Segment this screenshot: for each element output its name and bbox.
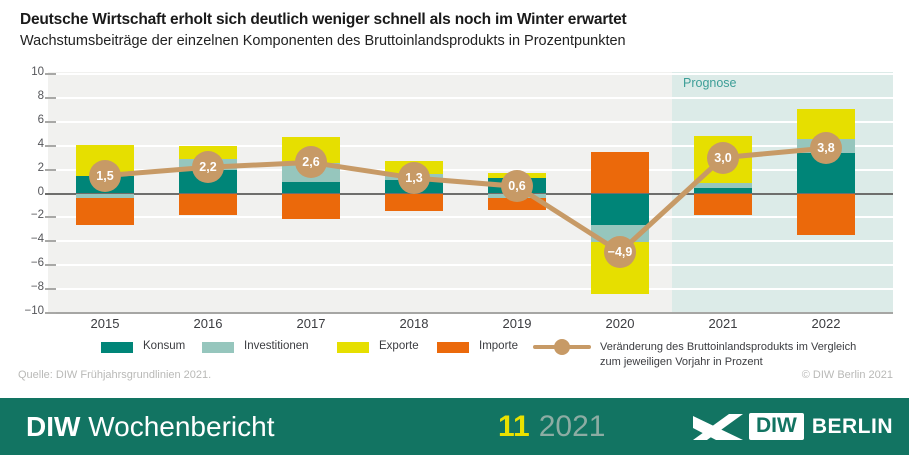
ytick--10: [45, 312, 56, 314]
ytick-label-8: 8: [37, 89, 44, 102]
gdp-marker-2022: 3,8: [810, 132, 842, 165]
ytick-label-6: 6: [37, 113, 44, 126]
bar-investitionen-2021: [694, 182, 752, 188]
xtick-label-2020: 2020: [605, 316, 635, 331]
gridline-8: [48, 96, 893, 99]
xtick-label-2018: 2018: [399, 316, 429, 331]
legend-label-importe: Importe: [479, 340, 518, 352]
legend-line-note-line2: zum jeweiligen Vorjahr in Prozent: [600, 356, 763, 368]
source-note: Quelle: DIW Frühjahrsgrundlinien 2021.: [18, 369, 212, 381]
bar-importe-2016: [179, 193, 237, 215]
legend-swatch-exporte: [337, 342, 369, 353]
ytick-label--2: −2: [30, 209, 44, 222]
diw-logo-text: DIW: [749, 413, 804, 440]
chart-title: Deutsche Wirtschaft erholt sich deutlich…: [20, 11, 627, 28]
ytick-4: [45, 144, 56, 147]
legend-label-investitionen: Investitionen: [244, 340, 309, 352]
xtick-label-2016: 2016: [193, 316, 223, 331]
bar-importe-2021: [694, 193, 752, 215]
ytick-label--10: −10: [24, 305, 44, 317]
gdp-marker-2015: 1,5: [89, 159, 121, 192]
ytick-label--4: −4: [30, 233, 44, 246]
ytick-label-2: 2: [37, 161, 44, 174]
bar-konsum-2017: [282, 181, 340, 194]
gridline-6: [48, 120, 893, 123]
gridline--8: [48, 288, 893, 291]
ytick-label-0: 0: [37, 185, 44, 198]
gridline--10: [48, 312, 893, 314]
gridline-0: [48, 192, 893, 195]
gdp-marker-2021: 3,0: [707, 141, 739, 174]
legend: Veränderung des Bruttoinlandsprodukts im…: [0, 338, 909, 370]
xtick-label-2022: 2022: [811, 316, 841, 331]
gridline-10: [48, 73, 893, 75]
legend-swatch-importe: [437, 342, 469, 353]
gdp-marker-2018: 1,3: [398, 161, 430, 194]
ytick-label--6: −6: [30, 257, 44, 270]
copyright-note: © DIW Berlin 2021: [801, 369, 893, 381]
gridline--6: [48, 264, 893, 267]
xtick-label-2017: 2017: [296, 316, 326, 331]
diw-logo-x-icon: [693, 413, 743, 440]
footer-issue-year: 2021: [538, 409, 606, 443]
xtick-label-2019: 2019: [502, 316, 532, 331]
gdp-marker-2020: −4,9: [604, 236, 636, 269]
legend-swatch-konsum: [101, 342, 133, 353]
ytick--4: [45, 240, 56, 243]
ytick-10: [45, 73, 56, 75]
ytick-2: [45, 168, 56, 171]
ytick-6: [45, 120, 56, 123]
ytick-label--8: −8: [30, 281, 44, 294]
xtick-label-2015: 2015: [90, 316, 120, 331]
chart-subtitle: Wachstumsbeiträge der einzelnen Komponen…: [20, 33, 626, 49]
ytick--2: [45, 216, 56, 219]
prognose-label: Prognose: [683, 76, 737, 90]
gdp-marker-2017: 2,6: [295, 146, 327, 179]
gridline-2: [48, 168, 893, 171]
legend-line-note: Veränderung des Bruttoinlandsprodukts im…: [600, 340, 856, 370]
footer-bar: DIW Wochenbericht 11 2021 DIW BERLIN: [0, 398, 909, 455]
bar-importe-2020: [591, 152, 649, 194]
diw-logo-berlin-text: BERLIN: [811, 414, 893, 438]
footer-issue: 11 2021: [498, 398, 605, 455]
legend-label-konsum: Konsum: [143, 340, 186, 352]
legend-line-note-line1: Veränderung des Bruttoinlandsprodukts im…: [600, 341, 857, 353]
diw-berlin-logo: DIW BERLIN: [692, 398, 893, 455]
gdp-marker-2019: 0,6: [501, 170, 533, 203]
legend-swatch-investitionen: [202, 342, 234, 353]
legend-label-exporte: Exporte: [379, 340, 419, 352]
gdp-marker-2016: 2,2: [192, 151, 224, 184]
bar-importe-2022: [797, 193, 855, 235]
footer-issue-number: 11: [498, 409, 530, 443]
bar-importe-2018: [385, 193, 443, 212]
xtick-label-2021: 2021: [708, 316, 738, 331]
legend-line-marker-icon: [554, 339, 570, 355]
bar-importe-2017: [282, 193, 340, 219]
footer-brand-wochenbericht: Wochenbericht: [88, 410, 275, 442]
gridline-4: [48, 144, 893, 147]
footer-brand: DIW Wochenbericht: [26, 411, 274, 443]
ytick--8: [45, 288, 56, 291]
footer-brand-diw: DIW: [26, 410, 81, 442]
ytick-label-4: 4: [37, 137, 44, 150]
ytick--6: [45, 264, 56, 267]
ytick-8: [45, 96, 56, 99]
bar-konsum-2020: [591, 193, 649, 225]
gridline--2: [48, 216, 893, 219]
ytick-label-10: 10: [31, 66, 44, 78]
bar-importe-2015: [76, 198, 134, 225]
gridline--4: [48, 240, 893, 243]
ytick-0: [45, 192, 56, 195]
